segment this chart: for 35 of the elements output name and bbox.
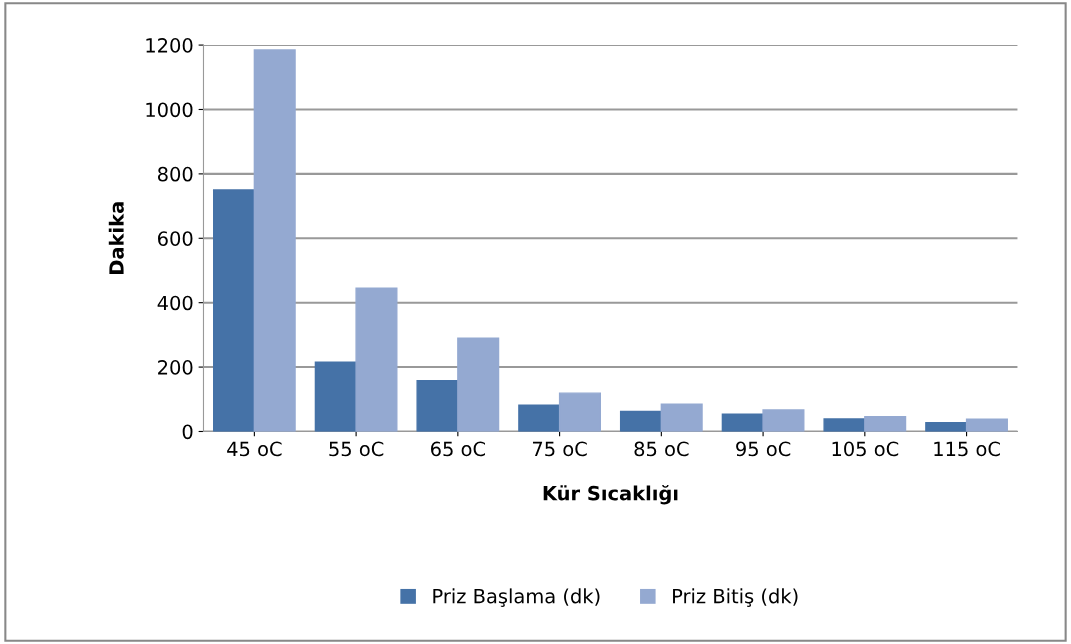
x-tick-label: 115 oC <box>934 441 1000 457</box>
bar <box>558 392 601 432</box>
legend-label: Priz Bitiş (dk) <box>673 588 798 607</box>
x-tick-label: 75 oC <box>532 441 587 457</box>
x-axis-title: Kür Sıcaklığı <box>543 485 678 505</box>
bar <box>457 337 500 432</box>
bar <box>660 403 703 432</box>
bar <box>518 404 561 432</box>
x-tick-label: 65 oC <box>431 441 485 457</box>
bar <box>823 418 866 432</box>
bar <box>925 422 968 432</box>
bar <box>721 413 764 432</box>
x-tick-label: 55 oC <box>329 441 384 457</box>
bar <box>619 410 663 432</box>
y-tick-label: 600 <box>158 231 193 246</box>
x-tick-label: 45 oC <box>227 441 282 457</box>
bar <box>965 418 1008 432</box>
x-tick-label: 95 oC <box>736 441 791 457</box>
bar <box>864 415 907 432</box>
bar <box>762 409 805 432</box>
y-tick-label: 0 <box>182 424 193 440</box>
legend-label: Priz Başlama (dk) <box>433 588 600 607</box>
bar <box>355 287 398 432</box>
y-axis-title: Dakika <box>108 202 124 274</box>
y-tick-label: 1000 <box>146 102 193 118</box>
y-tick-label: 1200 <box>146 38 193 53</box>
y-tick-label: 400 <box>157 295 193 311</box>
bar <box>416 379 459 432</box>
y-tick-label: 200 <box>158 360 193 375</box>
bar <box>314 361 357 432</box>
y-tick-label: 800 <box>157 166 193 182</box>
x-tick-label: 85 oC <box>634 441 689 457</box>
bar <box>212 189 256 432</box>
x-tick-label: 105 oC <box>832 441 899 457</box>
bar <box>253 49 296 432</box>
